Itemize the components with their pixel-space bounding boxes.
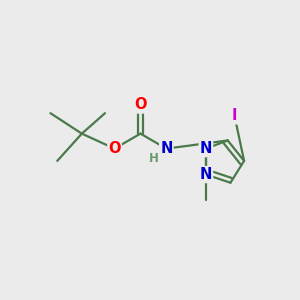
Text: N: N — [200, 167, 212, 182]
Text: H: H — [149, 152, 159, 165]
Text: O: O — [108, 141, 121, 156]
Text: I: I — [232, 108, 237, 123]
Text: N: N — [160, 141, 172, 156]
Text: N: N — [200, 141, 212, 156]
Text: O: O — [134, 98, 147, 112]
